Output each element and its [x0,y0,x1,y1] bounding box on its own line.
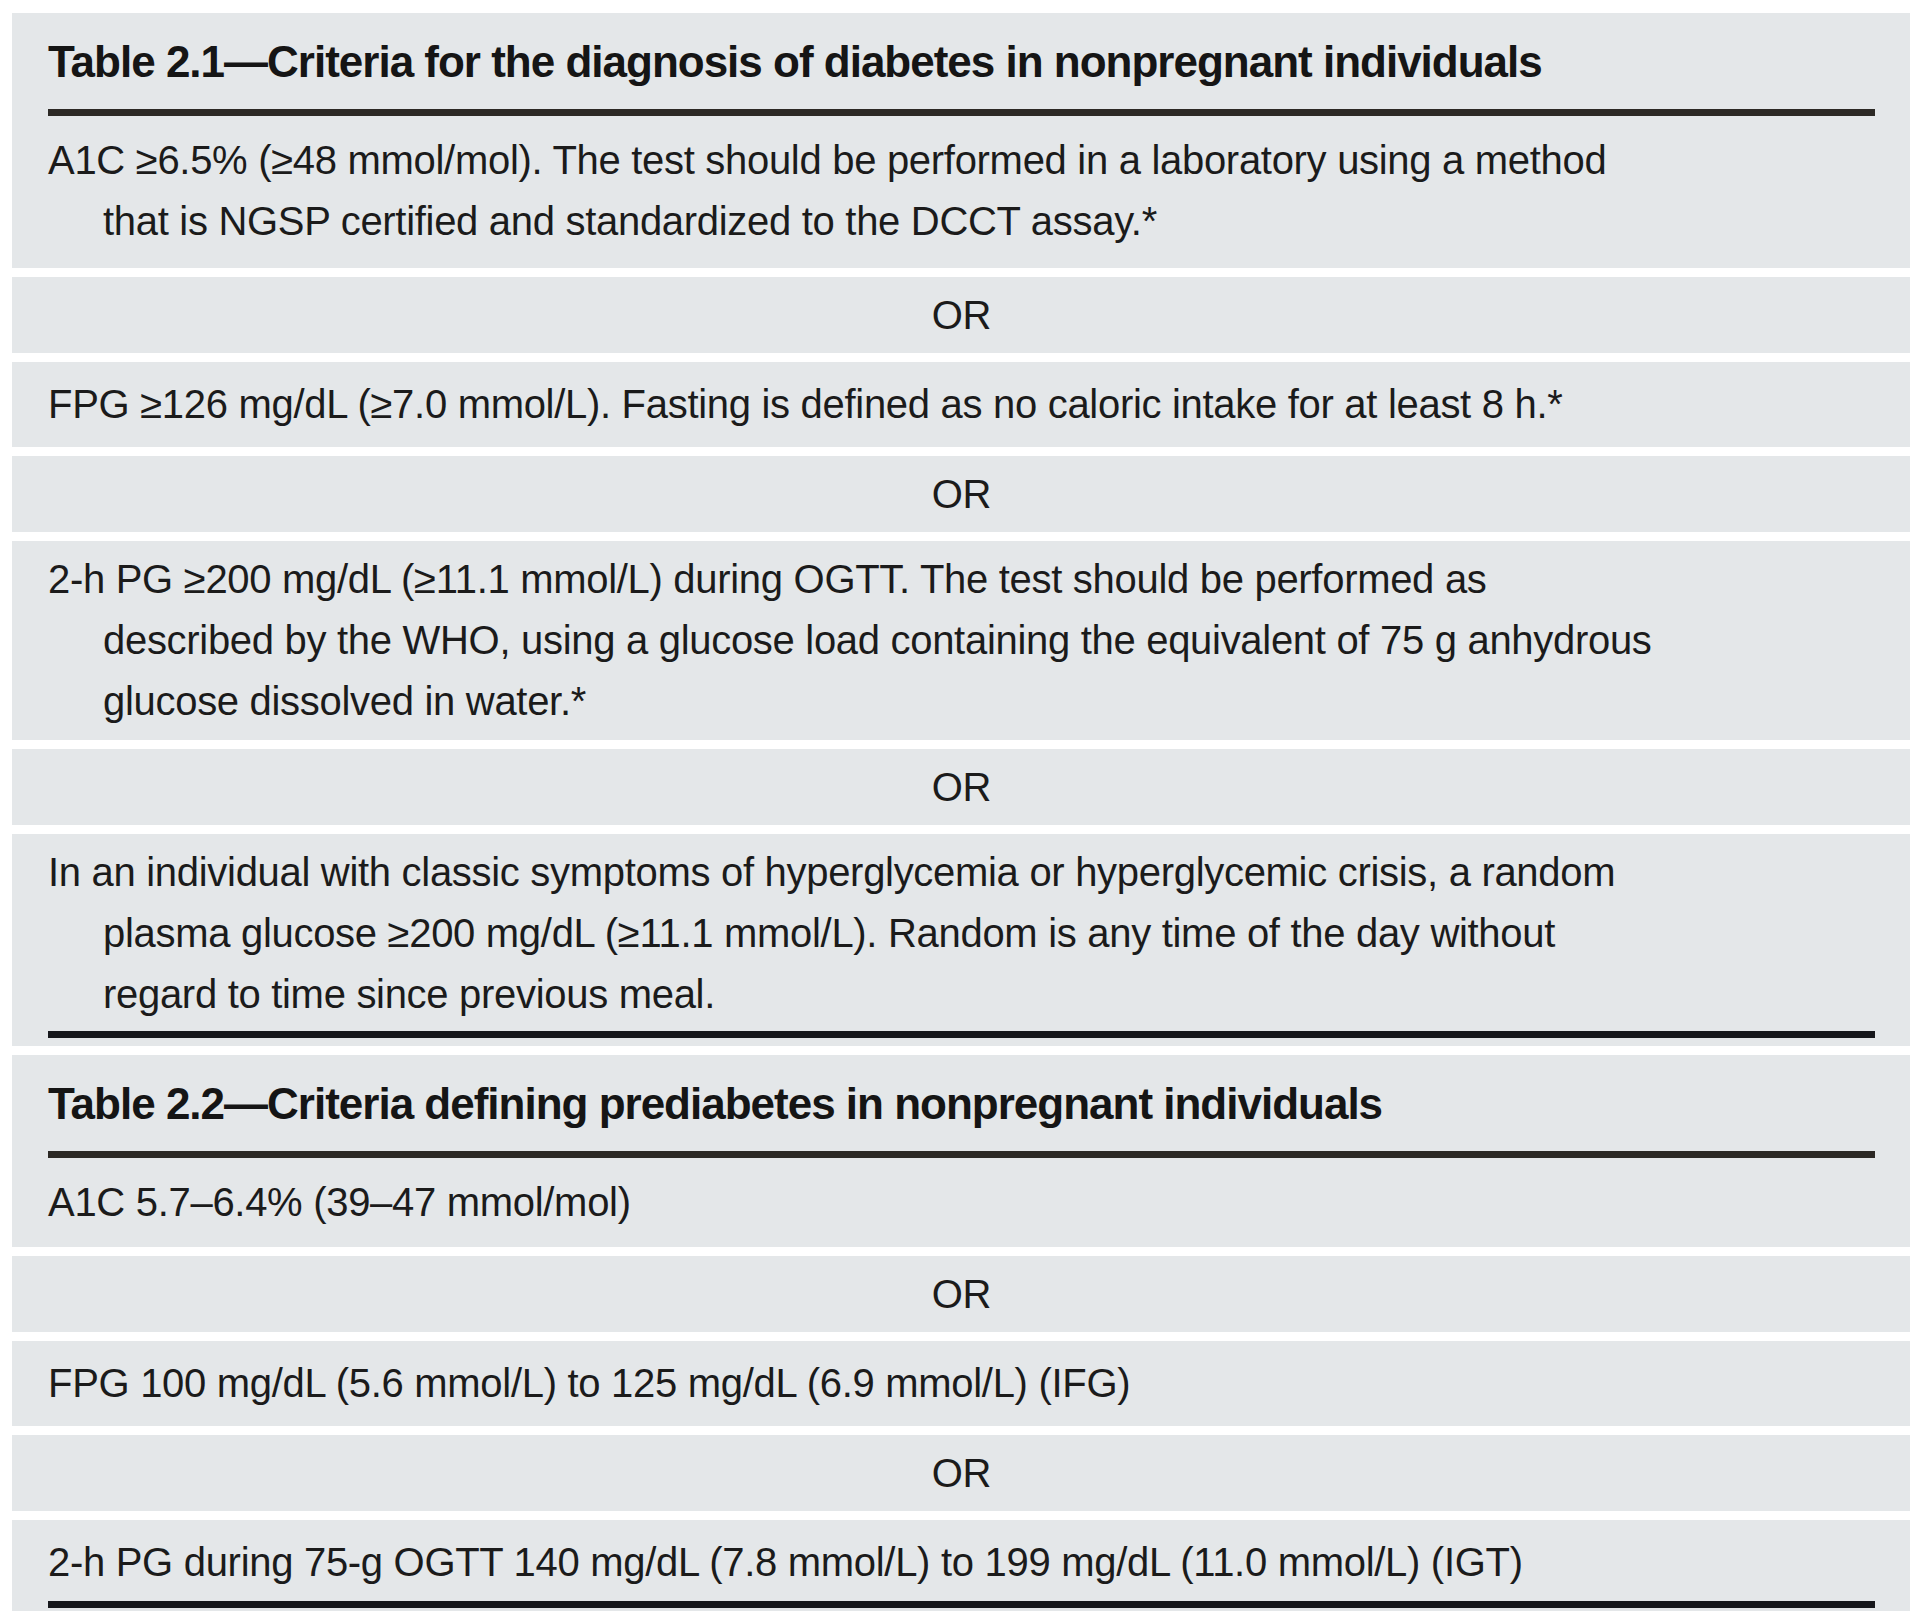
criterion-line: glucose dissolved in water.* [48,671,1875,732]
or-separator: OR [12,277,1910,353]
criterion-fpg-prediabetes: FPG 100 mg/dL (5.6 mmol/L) to 125 mg/dL … [12,1341,1910,1426]
criterion-line: In an individual with classic symptoms o… [48,842,1875,903]
table-2-2: Table 2.2—Criteria defining prediabetes … [12,1055,1910,1611]
criterion-a1c-diabetes: A1C ≥6.5% (≥48 mmol/mol). The test shoul… [48,116,1875,268]
criterion-line: that is NGSP certified and standardized … [48,191,1875,252]
table-2-2-header-rule [48,1151,1875,1158]
criterion-2h-pg-prediabetes: 2-h PG during 75-g OGTT 140 mg/dL (7.8 m… [12,1520,1910,1611]
table-2-1-title: Table 2.1—Criteria for the diagnosis of … [48,33,1875,91]
table-2-1-bottom-rule [48,1031,1875,1038]
criterion-line: described by the WHO, using a glucose lo… [48,610,1875,671]
criterion-a1c-prediabetes: A1C 5.7–6.4% (39–47 mmol/mol) [48,1158,1875,1247]
criterion-line: A1C 5.7–6.4% (39–47 mmol/mol) [48,1172,1875,1233]
criterion-line: FPG ≥126 mg/dL (≥7.0 mmol/L). Fasting is… [48,374,1875,435]
criterion-random-glucose: In an individual with classic symptoms o… [12,834,1910,1046]
or-separator: OR [12,749,1910,825]
table-2-2-title: Table 2.2—Criteria defining prediabetes … [48,1075,1875,1133]
table-2-2-header-block: Table 2.2—Criteria defining prediabetes … [12,1055,1910,1247]
criterion-line: 2-h PG during 75-g OGTT 140 mg/dL (7.8 m… [48,1532,1875,1593]
table-2-1: Table 2.1—Criteria for the diagnosis of … [12,13,1910,1046]
criterion-fpg-diabetes: FPG ≥126 mg/dL (≥7.0 mmol/L). Fasting is… [12,362,1910,447]
table-2-1-header-block: Table 2.1—Criteria for the diagnosis of … [12,13,1910,268]
table-2-1-header-rule [48,109,1875,116]
criterion-line: plasma glucose ≥200 mg/dL (≥11.1 mmol/L)… [48,903,1875,964]
or-separator: OR [12,1435,1910,1511]
document-page: Table 2.1—Criteria for the diagnosis of … [0,0,1920,1613]
criterion-line: A1C ≥6.5% (≥48 mmol/mol). The test shoul… [48,130,1875,191]
or-label: OR [932,1272,991,1316]
or-label: OR [932,765,991,809]
or-label: OR [932,1451,991,1495]
or-label: OR [932,293,991,337]
or-separator: OR [12,1256,1910,1332]
criterion-line: 2-h PG ≥200 mg/dL (≥11.1 mmol/L) during … [48,549,1875,610]
criterion-line: FPG 100 mg/dL (5.6 mmol/L) to 125 mg/dL … [48,1353,1875,1414]
criterion-line: regard to time since previous meal. [48,964,1875,1025]
criterion-2h-pg-diabetes: 2-h PG ≥200 mg/dL (≥11.1 mmol/L) during … [12,541,1910,740]
or-label: OR [932,472,991,516]
or-separator: OR [12,456,1910,532]
table-2-2-bottom-rule [48,1601,1875,1608]
